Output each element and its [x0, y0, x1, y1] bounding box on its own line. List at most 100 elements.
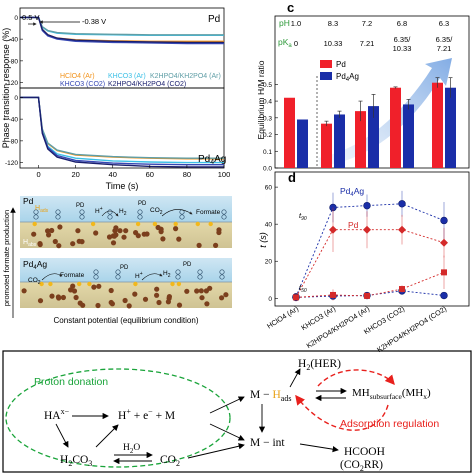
series-line-4 [20, 16, 224, 44]
metal-atom [121, 234, 127, 240]
metal-atom [45, 228, 51, 234]
co2rr-product: (CO2RR) [340, 459, 383, 473]
hydrogen-atom [133, 281, 138, 287]
metal-atom [198, 288, 204, 294]
probe-molecule [197, 274, 203, 280]
hplus-to-mhads-arrow [209, 396, 245, 414]
panel-a-top-series [20, 16, 224, 45]
ph-label: pH [279, 18, 290, 28]
adsorption-regulation-arrow [295, 394, 389, 431]
probe-molecule [137, 209, 143, 215]
point [441, 269, 447, 276]
point [440, 216, 448, 225]
metal-atom [96, 283, 102, 289]
point [364, 292, 370, 299]
metal-atom [21, 288, 27, 294]
ha-species: HAx− [44, 407, 70, 422]
pd4ag-series-label: Pd4Ag [340, 186, 364, 198]
point [398, 200, 406, 208]
xtick-label: 0 [36, 170, 40, 179]
metal-atom [203, 288, 209, 294]
metal-atom [113, 225, 119, 231]
legend-entry: K2HPO4/KH2PO4 (CO2) [108, 81, 186, 88]
ytick-label: -80 [9, 58, 19, 65]
probe-molecule [137, 214, 143, 220]
point [363, 201, 371, 210]
metal-atom [196, 242, 202, 248]
adsorption-regulation-text: Adsorption regulation [340, 418, 439, 430]
ytick-label: 0 [14, 95, 18, 102]
proton-donation-ellipse [5, 368, 231, 468]
hydrogen-atom [90, 221, 96, 227]
probe-molecule [55, 214, 61, 220]
panel-c-yticks: 0.0 0.1 0.2 0.3 0.4 0.5 [263, 82, 278, 173]
hydrogen-atom [176, 281, 182, 287]
metal-atom [184, 288, 190, 294]
metal-atom [93, 230, 99, 236]
metal-atom [71, 288, 78, 294]
bar [368, 106, 379, 168]
panel-b-side-label: promoted formate production [2, 210, 11, 306]
probe-molecule [175, 269, 181, 275]
probe-molecule [179, 214, 185, 220]
pka-value: 6.35/ [394, 35, 412, 44]
co2-label-b: CO2 [28, 277, 41, 286]
pka-value: 6.35/ [436, 35, 454, 44]
ytick-label: 0.1 [263, 149, 272, 156]
metal-atom [49, 227, 55, 234]
pka-value: 7.21 [437, 44, 452, 53]
ytick-label: -40 [9, 37, 19, 44]
metal-atom [219, 295, 225, 301]
bar [297, 119, 308, 168]
series-line-3 [20, 96, 224, 166]
series-line-1 [20, 16, 224, 36]
h2-label: H2 [119, 208, 127, 217]
probe-molecule [197, 269, 203, 275]
ytick-label: 0 [268, 296, 272, 303]
ph-value: 1.0 [291, 19, 301, 28]
metal-atom [108, 287, 114, 294]
metal-atom [223, 292, 229, 298]
ytick-label: 0 [14, 15, 18, 22]
point [329, 225, 337, 234]
pka-label: pKa [278, 37, 292, 49]
legend-pd4ag: Pd4Ag [336, 72, 359, 83]
bar [334, 114, 345, 168]
pka-value: 0 [294, 39, 298, 48]
probe-molecule [93, 269, 99, 275]
legend-entry: HClO4 (Ar) [60, 73, 95, 80]
probe-molecule [115, 269, 121, 275]
probe-molecule [219, 269, 225, 275]
probe-molecule [107, 209, 113, 215]
panel-a-legend: HClO4 (Ar) KHCO3 (Ar) K2HPO4/KH2PO4 (Ar) KH… [60, 73, 221, 88]
metal-atom [142, 296, 149, 302]
probe-molecule [55, 209, 61, 215]
hplus-label-b: H+ [135, 271, 143, 280]
metal-atom [77, 300, 83, 306]
h2-label-b: H2 [163, 270, 171, 279]
bar [445, 87, 456, 168]
series-line [295, 203, 445, 297]
pd-label-2: PD [138, 201, 147, 207]
series-line [295, 290, 445, 298]
metal-atom [216, 229, 222, 236]
panel-a-ylabel: Phase transition response (%) [1, 28, 11, 149]
category-label: K2HPO4/KH2PO4 (Ar) [305, 304, 371, 350]
h2o-species: H2O [123, 443, 140, 455]
metal-atom [37, 241, 43, 248]
hplus-equation: H+ + e− + M [118, 407, 175, 422]
pd-box-label: Pd [23, 196, 34, 206]
series-line-1 [20, 96, 224, 164]
legend-entry: KHCO3 (Ar) [108, 73, 146, 80]
metal-atom [52, 238, 58, 245]
metal-atom [199, 295, 205, 301]
probe-molecule [221, 209, 227, 215]
ytick-label: 40 [265, 222, 273, 229]
hads-label: Hads [35, 205, 49, 214]
mint-to-hcooh-arrow [299, 443, 339, 453]
ph-value: 7.2 [362, 19, 372, 28]
panel-c: c Equilibrium H/M ratio pH pKa 1.0 8.3 7.2… [256, 0, 470, 173]
metal-atom [194, 288, 200, 294]
metal-atom [60, 294, 66, 301]
hydrogen-atom [77, 281, 82, 287]
